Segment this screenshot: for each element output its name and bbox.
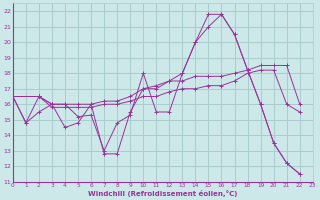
X-axis label: Windchill (Refroidissement éolien,°C): Windchill (Refroidissement éolien,°C) — [88, 190, 237, 197]
